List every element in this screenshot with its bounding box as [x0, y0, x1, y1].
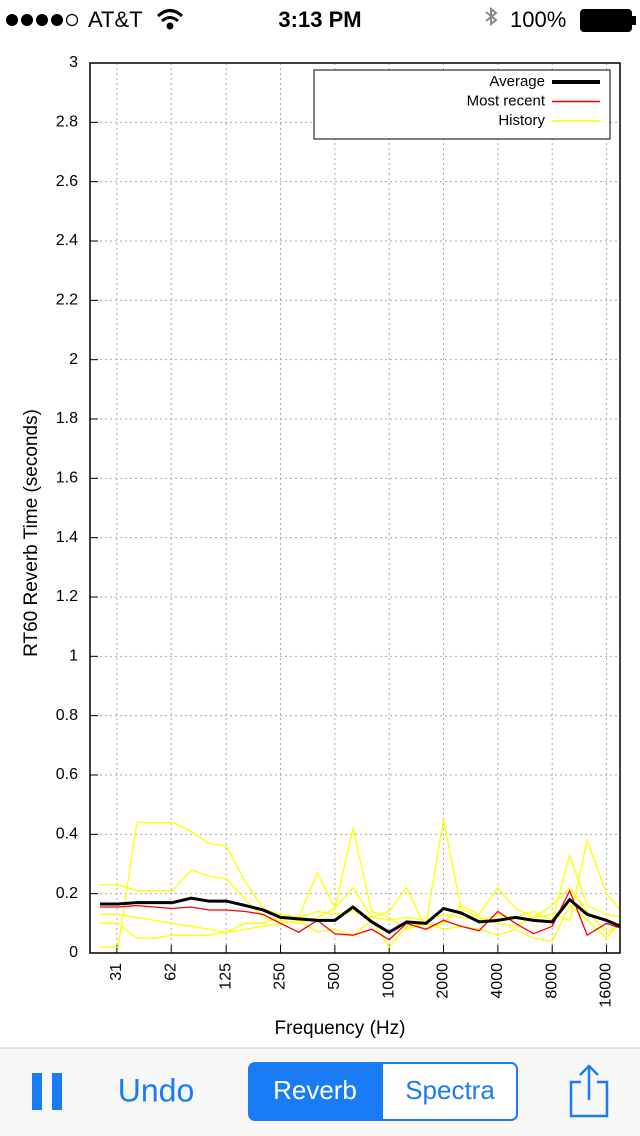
battery-tip	[632, 16, 636, 25]
status-bar: AT&T 3:13 PM 100%	[6, 7, 636, 32]
bluetooth-icon	[485, 6, 498, 27]
legend-label: Most recent	[467, 92, 546, 109]
series-line	[100, 896, 620, 934]
y-tick-label: 2.6	[56, 173, 78, 190]
plot-frame	[89, 62, 621, 954]
x-tick-label: 250	[272, 963, 289, 990]
toolbar: Undo Reverb Spectra	[0, 1047, 640, 1136]
y-axis-label: RT60 Reverb Time (seconds)	[21, 409, 42, 657]
series-line	[100, 904, 620, 949]
y-tick-label: 2.2	[56, 292, 78, 309]
plot-area	[90, 63, 620, 953]
y-tick-label: 0.6	[56, 766, 78, 783]
y-tick-label: 2	[69, 351, 78, 368]
y-tick-label: 1.8	[56, 410, 78, 427]
pause-button[interactable]	[32, 1073, 62, 1110]
series-line	[100, 889, 620, 941]
battery-text: 100%	[510, 7, 566, 32]
signal	[6, 13, 79, 27]
y-tick-label: 1	[69, 648, 78, 665]
series-line	[100, 819, 620, 930]
y-tick-label: 1.4	[56, 529, 78, 546]
y-tick-label: 1.2	[56, 588, 78, 605]
x-tick-label: 31	[108, 963, 125, 981]
y-tick-label: 3	[69, 54, 78, 71]
x-tick-label: 1000	[380, 963, 397, 999]
y-tick-label: 1.6	[56, 470, 78, 487]
legend-label: Average	[489, 73, 545, 90]
segment-selected[interactable]	[249, 1063, 383, 1120]
carrier: AT&T	[88, 7, 143, 32]
x-tick-label: 2000	[435, 963, 452, 999]
time: 3:13 PM	[278, 7, 361, 32]
x-tick-label: 4000	[489, 963, 506, 999]
x-tick-label: 8000	[543, 963, 560, 999]
y-tick-label: 0.4	[56, 826, 78, 843]
segment-spectra[interactable]: Spectra	[405, 1075, 495, 1105]
undo-button[interactable]: Undo	[118, 1072, 195, 1108]
series-line	[100, 871, 620, 934]
y-tick-label: 0.2	[56, 885, 78, 902]
x-tick-label: 125	[217, 963, 234, 990]
wifi-icon	[156, 9, 184, 30]
y-tick-label: 2.4	[56, 232, 78, 249]
x-tick-label: 62	[162, 963, 179, 981]
share-button[interactable]	[569, 1064, 609, 1118]
y-tick-label: 0.8	[56, 707, 78, 724]
y-tick-label: 2.8	[56, 114, 78, 131]
x-tick-label: 500	[326, 963, 343, 990]
chart: 0 0.2 0.4 0.6 0.8 1 1.2 1.4 1.6 1.8 2 2.2 2.4 2.6 2.8 3…	[21, 54, 621, 1039]
segment-reverb[interactable]: Reverb	[273, 1075, 357, 1105]
legend-label: History	[498, 112, 545, 129]
x-tick-label: 16000	[598, 963, 615, 1008]
x-axis-label: Frequency (Hz)	[275, 1018, 406, 1039]
battery-icon	[580, 9, 632, 32]
y-tick-label: 0	[69, 944, 78, 961]
